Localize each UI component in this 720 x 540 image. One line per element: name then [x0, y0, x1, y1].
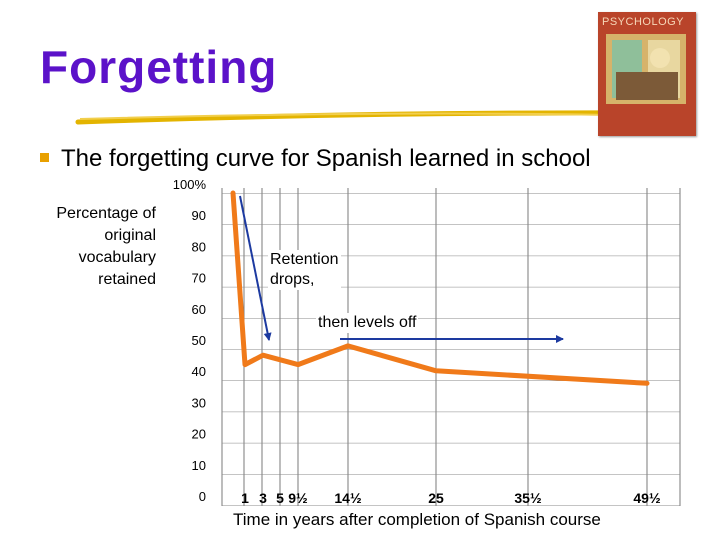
y-axis-label-line: original: [104, 227, 156, 244]
x-axis-ticks: 1 3 5 9½ 14½ 25 35½ 49½: [241, 490, 661, 506]
y-tick-label: 10: [192, 458, 206, 473]
cover-art: [598, 12, 696, 136]
cover-title: PSYCHOLOGY: [602, 16, 685, 28]
x-tick-label: 49½: [633, 490, 661, 506]
x-tick-label: 3: [259, 490, 267, 506]
y-tick-label: 30: [192, 395, 206, 410]
bullet-square-icon: [40, 153, 49, 163]
y-axis-label: Percentage of original vocabulary retain…: [20, 203, 156, 291]
y-tick-label: 60: [192, 302, 206, 317]
x-tick-label: 5: [276, 490, 284, 506]
retention-drops-annotation: Retention drops,: [268, 250, 341, 290]
x-tick-label: 9½: [288, 490, 308, 506]
x-tick-label: 25: [428, 490, 444, 506]
y-axis-label-line: vocabulary: [78, 249, 156, 266]
y-tick-label: 80: [192, 239, 206, 254]
annotation-line: drops,: [270, 271, 315, 288]
drop-arrow: [239, 195, 272, 341]
x-tick-label: 14½: [334, 490, 362, 506]
y-tick-label: 50: [192, 333, 206, 348]
y-tick-label: 0: [199, 489, 206, 504]
levels-off-annotation: then levels off: [316, 313, 419, 333]
retention-curve-line: [230, 190, 650, 386]
x-tick-label: 35½: [514, 490, 542, 506]
y-tick-label: 20: [192, 427, 206, 442]
y-axis-label-line: Percentage of: [56, 205, 156, 222]
slide-title: Forgetting: [40, 41, 278, 93]
y-tick-label: 70: [192, 271, 206, 286]
y-axis-ticks: 100% 90 80 70 60 50 40 30 20 10 0: [173, 177, 207, 504]
bullet-point: The forgetting curve for Spanish learned…: [40, 145, 591, 173]
x-axis-label: Time in years after completion of Spanis…: [233, 510, 601, 529]
chart-grid: [221, 188, 681, 506]
y-axis-label-line: retained: [98, 271, 156, 288]
bullet-text: The forgetting curve for Spanish learned…: [61, 145, 591, 172]
annotation-line: Retention: [270, 251, 339, 268]
y-tick-label: 90: [192, 208, 206, 223]
textbook-cover-image: PSYCHOLOGY: [598, 12, 696, 136]
y-tick-label: 40: [192, 364, 206, 379]
y-tick-label: 100%: [173, 177, 207, 192]
x-tick-label: 1: [241, 490, 249, 506]
